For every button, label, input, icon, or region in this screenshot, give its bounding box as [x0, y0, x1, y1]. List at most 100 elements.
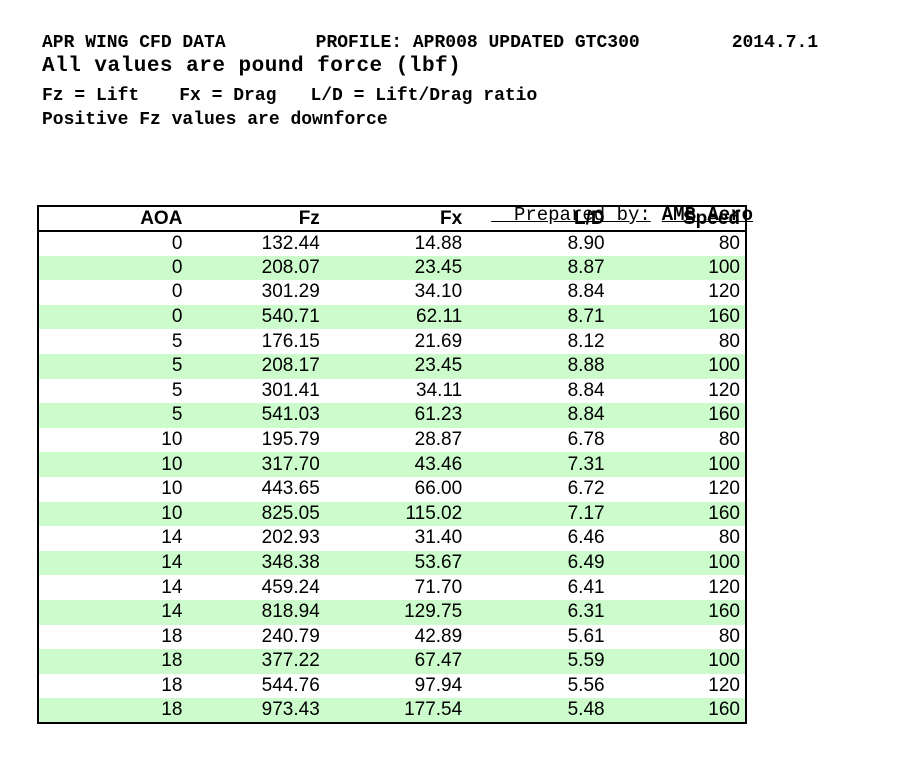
- table-row: 10 195.79 28.87 6.78 80: [38, 428, 746, 453]
- legend-ld: L/D = Lift/Drag ratio: [310, 86, 538, 106]
- cfd-table: AOA Fz Fx L/D Speed 0 132.44 14.88 8.90 80 0 208.0…: [37, 205, 747, 724]
- table-header-row: AOA Fz Fx L/D Speed: [38, 206, 746, 232]
- table-row: 18 973.43 177.54 5.48 160: [38, 698, 746, 723]
- table-row: 18 377.22 67.47 5.59 100: [38, 649, 746, 674]
- table-cell: 160: [708, 699, 740, 721]
- table-cell: 208.07: [261, 256, 320, 278]
- table-cell: 6.46: [567, 527, 605, 549]
- table-cell: 202.93: [261, 527, 320, 549]
- table-row: 14 818.94 129.75 6.31 160: [38, 599, 746, 625]
- table-cell: 443.65: [261, 478, 320, 500]
- table-row: 5 541.03 61.23 8.84 160: [38, 403, 746, 428]
- table-cell: 8.90: [567, 232, 605, 254]
- table-cell: 0: [171, 232, 183, 254]
- table-row: 5 176.15 21.69 8.12 80: [38, 329, 746, 354]
- table-cell: 28.87: [414, 429, 463, 451]
- table-cell: 541.03: [261, 404, 320, 426]
- table-cell: 120: [708, 281, 740, 303]
- table-cell: 62.11: [416, 306, 463, 328]
- table-cell: 80: [718, 625, 740, 647]
- table-cell: 317.70: [261, 453, 320, 475]
- table-cell: 240.79: [261, 625, 320, 647]
- table-cell: 42.89: [414, 625, 463, 647]
- table-cell: 80: [718, 429, 740, 451]
- table-cell: 6.31: [567, 601, 605, 623]
- table-cell: 5: [171, 404, 183, 426]
- table-row: 14 459.24 71.70 6.41 120: [38, 575, 746, 600]
- table-cell: 10: [161, 429, 183, 451]
- profile-label: PROFILE: APR008 UPDATED GTC300: [315, 33, 640, 53]
- table-cell: 100: [708, 650, 740, 672]
- table-cell: 8.84: [567, 404, 605, 426]
- column-header: Speed: [609, 206, 746, 232]
- table-cell: 544.76: [261, 674, 320, 696]
- table-cell: 8.71: [567, 306, 605, 328]
- table-cell: 5.61: [567, 625, 605, 647]
- table-row: 0 132.44 14.88 8.90 80: [38, 231, 746, 256]
- table-cell: 120: [708, 674, 740, 696]
- table-cell: 160: [708, 306, 740, 328]
- table-body: 0 132.44 14.88 8.90 80 0 208.07 23.45 8.87 100 0 30…: [38, 231, 746, 723]
- report-title-line: APR WING CFD DATA PROFILE: APR008 UPDATE…: [42, 33, 818, 53]
- table-cell: 18: [161, 674, 183, 696]
- table-cell: 7.17: [567, 502, 605, 524]
- table-cell: 34.11: [416, 379, 463, 401]
- table-cell: 6.41: [567, 576, 605, 598]
- column-header: AOA: [38, 206, 188, 232]
- table-cell: 14.88: [414, 232, 463, 254]
- table-row: 5 301.41 34.11 8.84 120: [38, 379, 746, 404]
- table-cell: 160: [708, 601, 740, 623]
- table-row: 0 540.71 62.11 8.71 160: [38, 304, 746, 330]
- table-cell: 301.41: [261, 379, 320, 401]
- table-row: 18 544.76 97.94 5.56 120: [38, 674, 746, 699]
- report-date: 2014.7.1: [731, 33, 819, 53]
- table-cell: 14: [161, 527, 183, 549]
- table-cell: 21.69: [414, 330, 463, 352]
- table-cell: 80: [718, 232, 740, 254]
- table-cell: 0: [171, 281, 183, 303]
- column-header: Fz: [187, 206, 325, 232]
- table-cell: 80: [718, 330, 740, 352]
- table-cell: 195.79: [261, 429, 320, 451]
- table-row: 5 208.17 23.45 8.88 100: [38, 353, 746, 379]
- table-cell: 23.45: [414, 256, 463, 278]
- downforce-note-text: Positive Fz values are downforce: [42, 110, 388, 130]
- table-cell: 132.44: [261, 232, 320, 254]
- table-cell: 377.22: [261, 650, 320, 672]
- table-cell: 818.94: [261, 601, 320, 623]
- table-cell: 176.15: [261, 330, 320, 352]
- table-cell: 5: [171, 355, 183, 377]
- table-cell: 129.75: [404, 601, 463, 623]
- table-cell: 71.70: [414, 576, 463, 598]
- table-cell: 8.87: [567, 256, 605, 278]
- units-subtitle: All values are pound force (lbf): [42, 55, 461, 78]
- table-cell: 0: [171, 306, 183, 328]
- table-cell: 6.72: [567, 478, 605, 500]
- table-cell: 100: [708, 453, 740, 475]
- table-cell: 66.00: [414, 478, 463, 500]
- table-cell: 5.59: [567, 650, 605, 672]
- table-cell: 348.38: [261, 552, 320, 574]
- table-row: 0 208.07 23.45 8.87 100: [38, 255, 746, 281]
- table-row: 14 348.38 53.67 6.49 100: [38, 550, 746, 576]
- table-cell: 10: [161, 502, 183, 524]
- table-cell: 14: [161, 576, 183, 598]
- legend-line: Fz = Lift Fx = Drag L/D = Lift/Drag rati…: [42, 86, 537, 106]
- table-cell: 177.54: [404, 699, 463, 721]
- table-cell: 10: [161, 478, 183, 500]
- table-cell: 0: [171, 256, 183, 278]
- table-cell: 100: [708, 552, 740, 574]
- table-cell: 8.84: [567, 281, 605, 303]
- table-cell: 459.24: [261, 576, 320, 598]
- table-cell: 7.31: [567, 453, 605, 475]
- legend-fz: Fz = Lift: [42, 86, 140, 106]
- table-cell: 6.49: [567, 552, 605, 574]
- table-row: 10 317.70 43.46 7.31 100: [38, 452, 746, 477]
- column-header: L/D: [467, 206, 610, 232]
- table-cell: 18: [161, 650, 183, 672]
- table-cell: 8.12: [567, 330, 605, 352]
- table-cell: 18: [161, 625, 183, 647]
- table-cell: 8.88: [567, 355, 605, 377]
- table-cell: 160: [708, 404, 740, 426]
- table-cell: 540.71: [261, 306, 320, 328]
